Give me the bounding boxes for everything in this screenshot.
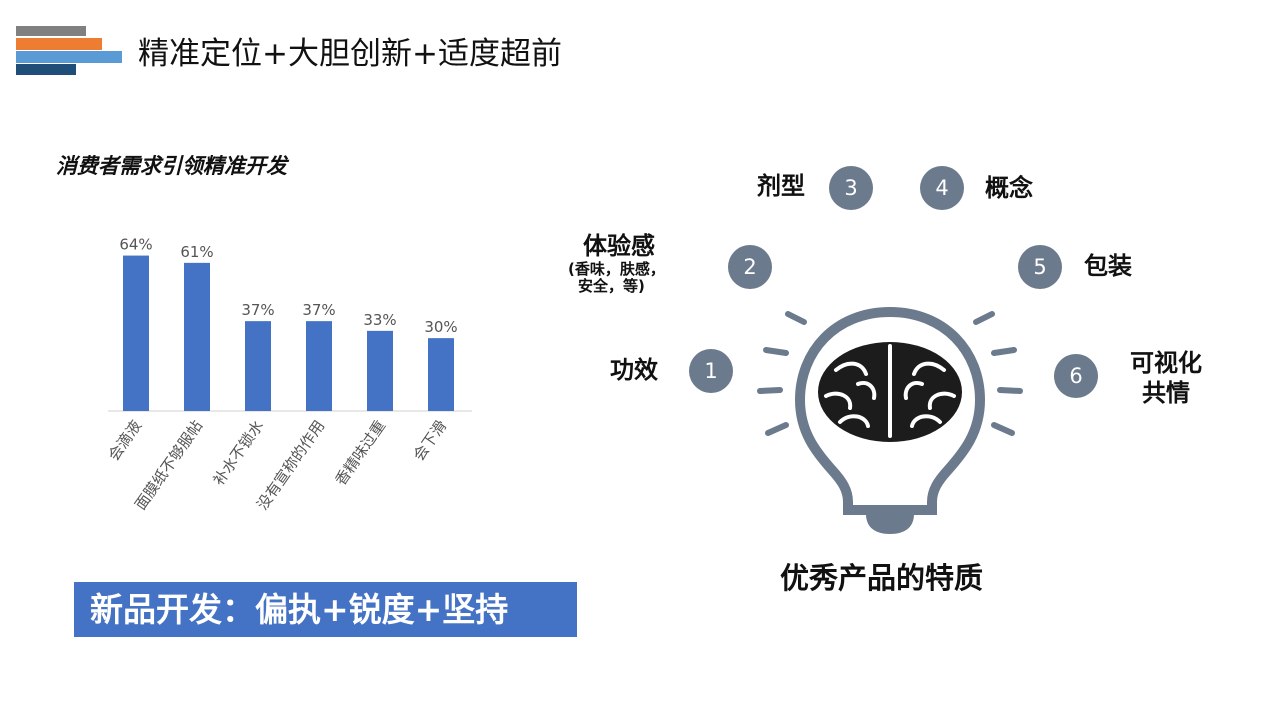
bar-value-label-5: 33% [363, 311, 396, 329]
category-label-3: 补水不锁水 [210, 417, 268, 489]
feature-6-label: 可视化 [1130, 349, 1202, 377]
bar-5 [367, 330, 393, 411]
bar-3 [245, 321, 271, 411]
feature-1-number: 1 [689, 349, 733, 393]
feature-5-number: 5 [1018, 245, 1062, 289]
header-stripe-orange [16, 38, 102, 50]
category-label-4: 没有宣称的作用 [253, 417, 328, 513]
feature-2-sub-2: 安全，等) [578, 277, 645, 295]
bar-1 [123, 255, 149, 411]
bar-value-label-6: 30% [424, 318, 457, 336]
new-product-banner: 新品开发：偏执+锐度+坚持 [74, 582, 577, 637]
bar-value-label-2: 61% [180, 243, 213, 261]
bar-6 [428, 338, 454, 411]
chart-title: 消费者需求引领精准开发 [56, 154, 287, 178]
category-label-1: 会滴液 [105, 417, 146, 464]
feature-2-number: 2 [728, 245, 772, 289]
feature-2-label: 体验感 [583, 232, 655, 260]
feature-4-number: 4 [920, 166, 964, 210]
feature-3-label: 剂型 [757, 172, 805, 200]
category-label-2: 面膜纸不够服帖 [131, 417, 206, 513]
header-stripe-gray [16, 26, 86, 36]
category-label-6: 会下滑 [410, 417, 451, 464]
feature-6-sub: 共情 [1142, 379, 1190, 407]
bar-chart: 64% 会滴液 61% 面膜纸不够服帖 37% 补水不锁水 37% 没有宣称的作用 33% 香精味… [105, 236, 472, 513]
feature-1-label: 功效 [610, 356, 658, 384]
bar-value-label-3: 37% [241, 301, 274, 319]
lightbulb-brain-icon [757, 306, 1023, 534]
feature-3-number: 3 [829, 166, 873, 210]
feature-5-label: 包装 [1084, 252, 1132, 280]
bar-value-label-4: 37% [302, 301, 335, 319]
feature-6-number: 6 [1054, 354, 1098, 398]
feature-4-label: 概念 [985, 174, 1033, 202]
product-qualities-caption: 优秀产品的特质 [780, 561, 984, 595]
feature-2-sub-1: (香味，肤感， [568, 260, 665, 278]
bar-2 [184, 262, 210, 411]
header-stripe-light-blue [16, 51, 122, 63]
bar-value-label-1: 64% [119, 236, 152, 254]
bar-4 [306, 321, 332, 411]
header-stripe-navy [16, 64, 76, 75]
page-title: 精准定位+大胆创新+适度超前 [138, 36, 562, 72]
category-label-5: 香精味过重 [332, 417, 390, 489]
